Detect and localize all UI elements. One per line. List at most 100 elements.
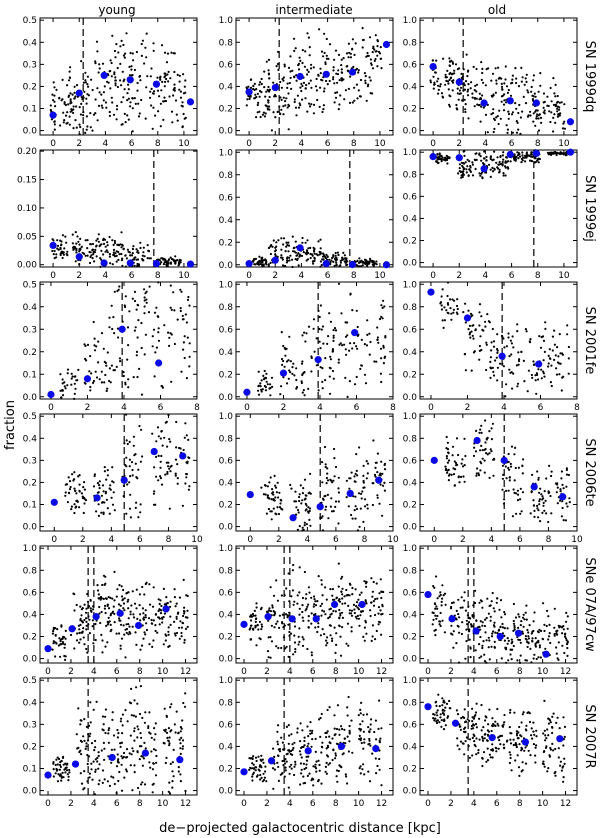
scatter-point xyxy=(332,329,335,332)
scatter-point xyxy=(120,789,124,792)
y-tick-label: 0.2 xyxy=(23,478,37,488)
scatter-point xyxy=(125,512,128,515)
scatter-point xyxy=(177,611,180,614)
scatter-point xyxy=(144,633,147,636)
scatter-point xyxy=(104,575,107,578)
x-tick-label: 4 xyxy=(299,271,305,281)
x-tick-label: 2 xyxy=(281,403,287,413)
scatter-point xyxy=(331,639,334,643)
scatter-point xyxy=(75,251,78,254)
scatter-point xyxy=(557,641,560,644)
scatter-point xyxy=(326,342,329,345)
scatter-point xyxy=(556,657,559,660)
scatter-point xyxy=(85,607,88,610)
scatter-point xyxy=(325,253,328,256)
scatter-point xyxy=(535,641,539,644)
scatter-point xyxy=(171,121,174,124)
scatter-point xyxy=(566,641,569,644)
scatter-point xyxy=(355,469,358,472)
scatter-point xyxy=(157,258,160,261)
x-tick-label: 10 xyxy=(571,535,583,545)
scatter-point xyxy=(376,326,379,329)
scatter-point xyxy=(521,464,524,467)
scatter-point xyxy=(159,75,162,78)
scatter-point xyxy=(90,762,93,765)
scatter-point xyxy=(113,612,116,616)
scatter-point xyxy=(112,491,115,494)
scatter-point xyxy=(118,285,121,288)
scatter-point xyxy=(130,753,133,756)
scatter-point xyxy=(337,361,340,364)
scatter-point xyxy=(174,605,177,608)
scatter-point xyxy=(273,474,276,477)
scatter-point xyxy=(101,484,105,487)
scatter-point xyxy=(461,458,464,461)
scatter-point xyxy=(82,735,85,738)
scatter-point xyxy=(515,364,519,367)
scatter-point xyxy=(58,768,62,771)
scatter-point xyxy=(292,603,295,606)
scatter-point xyxy=(553,113,556,116)
scatter-point xyxy=(540,377,543,380)
scatter-point xyxy=(92,708,95,711)
plot-frame xyxy=(39,413,198,532)
scatter-point xyxy=(376,496,379,499)
scatter-point xyxy=(90,768,93,771)
scatter-point xyxy=(514,102,517,105)
scatter-point xyxy=(521,76,524,79)
y-tick-label: 0.4 xyxy=(219,82,234,92)
scatter-point xyxy=(62,776,65,779)
scatter-point xyxy=(489,157,492,161)
scatter-point xyxy=(158,617,161,620)
scatter-point xyxy=(500,616,503,619)
scatter-point xyxy=(56,780,60,783)
scatter-point xyxy=(492,370,495,373)
scatter-point xyxy=(544,647,547,650)
scatter-point xyxy=(366,472,369,475)
scatter-point xyxy=(175,710,178,713)
scatter-point xyxy=(174,262,177,265)
scatter-point xyxy=(111,718,114,722)
scatter-point xyxy=(319,238,322,241)
scatter-point xyxy=(305,252,308,255)
scatter-point xyxy=(291,366,294,369)
scatter-point xyxy=(135,476,138,479)
scatter-point xyxy=(383,489,386,492)
scatter-point xyxy=(340,312,343,315)
scatter-point xyxy=(260,623,263,626)
scatter-point xyxy=(561,500,564,503)
scatter-point xyxy=(460,72,463,75)
scatter-point xyxy=(502,158,505,161)
scatter-point xyxy=(319,265,322,268)
scatter-point xyxy=(113,570,116,574)
scatter-point xyxy=(310,355,313,358)
scatter-point xyxy=(177,261,180,265)
scatter-point xyxy=(474,329,477,332)
scatter-point xyxy=(349,52,352,55)
scatter-point xyxy=(556,502,559,505)
scatter-point xyxy=(291,589,294,592)
scatter-point xyxy=(181,318,184,321)
scatter-point xyxy=(440,160,443,163)
scatter-point xyxy=(483,653,486,656)
scatter-point xyxy=(382,299,385,302)
scatter-point xyxy=(481,328,484,331)
scatter-point xyxy=(356,606,359,609)
scatter-point xyxy=(435,160,438,163)
scatter-point xyxy=(301,236,304,240)
scatter-point xyxy=(272,594,276,597)
scatter-point xyxy=(521,472,524,475)
scatter-point xyxy=(448,94,451,97)
scatter-point xyxy=(376,65,379,68)
scatter-point xyxy=(83,739,86,743)
x-tick-label: 6 xyxy=(325,139,331,149)
scatter-point xyxy=(117,779,120,783)
scatter-point xyxy=(258,769,261,772)
y-tick-label: 0.0 xyxy=(23,655,38,665)
scatter-point xyxy=(106,351,109,354)
scatter-point xyxy=(323,445,327,449)
scatter-point xyxy=(538,113,542,116)
scatter-point xyxy=(500,100,503,103)
scatter-point xyxy=(123,633,126,636)
scatter-point xyxy=(347,604,350,608)
